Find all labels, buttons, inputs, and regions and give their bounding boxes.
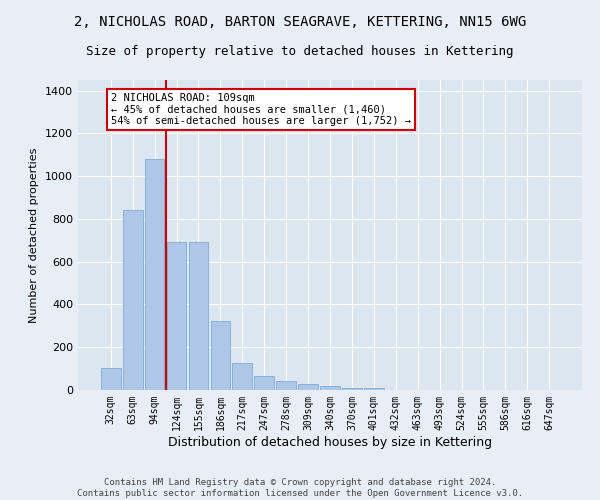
Bar	[342, 388, 362, 390]
Y-axis label: Number of detached properties: Number of detached properties	[29, 148, 40, 322]
Text: 2 NICHOLAS ROAD: 109sqm
← 45% of detached houses are smaller (1,460)
54% of semi: 2 NICHOLAS ROAD: 109sqm ← 45% of detache…	[111, 93, 411, 126]
Bar	[188, 242, 208, 390]
Text: Size of property relative to detached houses in Kettering: Size of property relative to detached ho…	[86, 45, 514, 58]
Bar	[101, 368, 121, 390]
Bar	[320, 386, 340, 390]
Text: Contains HM Land Registry data © Crown copyright and database right 2024.
Contai: Contains HM Land Registry data © Crown c…	[77, 478, 523, 498]
Bar	[211, 320, 230, 390]
Bar	[276, 382, 296, 390]
X-axis label: Distribution of detached houses by size in Kettering: Distribution of detached houses by size …	[168, 436, 492, 448]
Bar	[364, 388, 384, 390]
Text: 2, NICHOLAS ROAD, BARTON SEAGRAVE, KETTERING, NN15 6WG: 2, NICHOLAS ROAD, BARTON SEAGRAVE, KETTE…	[74, 15, 526, 29]
Bar	[145, 159, 164, 390]
Bar	[298, 384, 318, 390]
Bar	[254, 376, 274, 390]
Bar	[123, 210, 143, 390]
Bar	[232, 364, 252, 390]
Bar	[167, 242, 187, 390]
